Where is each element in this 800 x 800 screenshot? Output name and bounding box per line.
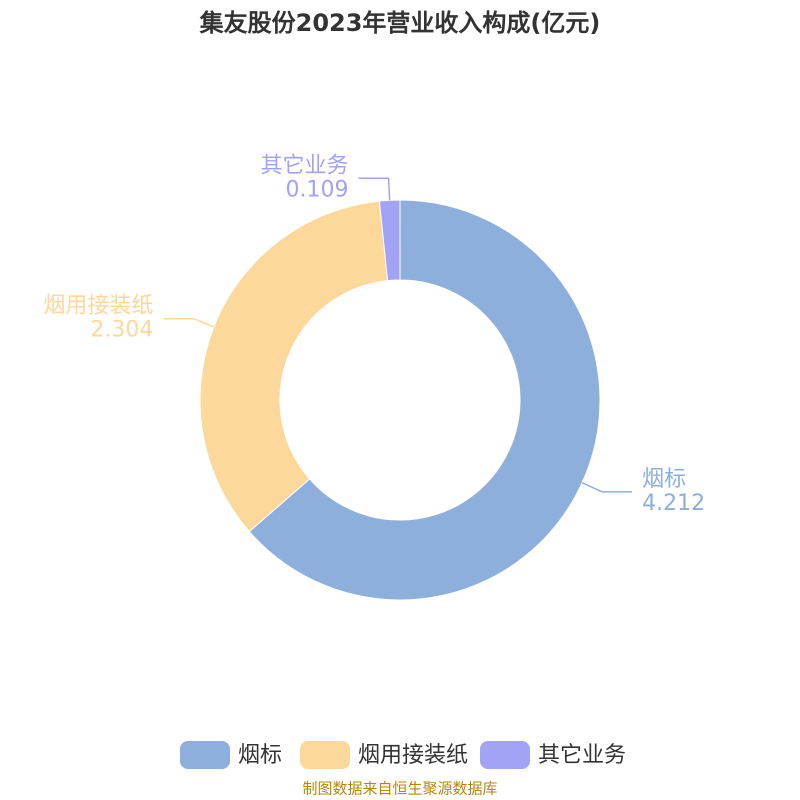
- donut-slice: [378, 199, 401, 282]
- donut-slice: [199, 200, 389, 533]
- slice-label: 烟用接装纸: [43, 294, 153, 319]
- source-note: 制图数据来自恒生聚源数据库: [302, 780, 497, 798]
- leader-line: [163, 317, 215, 328]
- legend-label: 烟标: [238, 743, 282, 768]
- legend-swatch: [300, 741, 350, 769]
- legend-swatch: [480, 741, 530, 769]
- chart-title: 集友股份2023年营业收入构成(亿元): [199, 9, 601, 37]
- leader-line: [581, 482, 633, 493]
- slice-value: 2.304: [90, 318, 153, 343]
- donut-slice: [248, 199, 601, 601]
- slice-label: 其它业务: [261, 153, 349, 178]
- leader-line: [358, 177, 391, 201]
- slice-value: 0.109: [286, 177, 349, 202]
- slice-value: 4.212: [642, 491, 705, 516]
- slice-label: 烟标: [642, 467, 686, 492]
- legend-swatch: [180, 741, 230, 769]
- legend-label: 烟用接装纸: [358, 743, 468, 768]
- legend-label: 其它业务: [538, 743, 626, 768]
